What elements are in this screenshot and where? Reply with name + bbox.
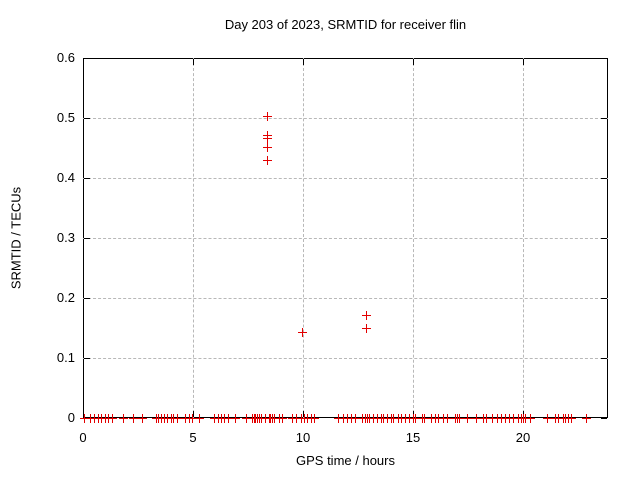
- data-point-marker: [270, 414, 279, 423]
- y-tick-mark-right: [601, 358, 607, 359]
- data-point-marker: [298, 328, 307, 337]
- x-tick-mark-top: [523, 59, 524, 65]
- data-point-marker: [463, 414, 472, 423]
- data-point-marker: [488, 414, 497, 423]
- y-tick-mark-right: [601, 298, 607, 299]
- y-tick-label: 0.5: [56, 110, 75, 125]
- data-point-marker: [389, 414, 398, 423]
- x-tick-label: 10: [295, 430, 311, 445]
- data-point-marker: [292, 414, 301, 423]
- y-gridline: [83, 238, 608, 239]
- data-point-marker: [554, 414, 563, 423]
- data-point-marker: [231, 414, 240, 423]
- data-point-marker: [582, 414, 591, 423]
- data-point-marker: [509, 414, 518, 423]
- data-point-marker: [543, 414, 552, 423]
- data-point-marker: [521, 414, 530, 423]
- x-tick-mark: [193, 411, 194, 417]
- data-point-marker: [434, 414, 443, 423]
- y-tick-label: 0.2: [56, 290, 75, 305]
- data-point-marker: [242, 414, 251, 423]
- x-axis-label: GPS time / hours: [296, 453, 395, 468]
- x-tick-mark: [303, 411, 304, 417]
- data-point-marker: [188, 414, 197, 423]
- y-gridline: [83, 118, 608, 119]
- y-tick-label: 0.1: [56, 350, 75, 365]
- y-tick-mark: [84, 238, 90, 239]
- data-point-marker: [138, 414, 147, 423]
- x-tick-mark: [83, 411, 84, 417]
- x-tick-mark-top: [303, 59, 304, 65]
- y-tick-mark: [84, 298, 90, 299]
- x-tick-mark-top: [83, 59, 84, 65]
- y-tick-label: 0.4: [56, 170, 75, 185]
- y-tick-label: 0.6: [56, 50, 75, 65]
- y-gridline: [83, 358, 608, 359]
- data-point-marker: [119, 414, 128, 423]
- data-point-marker: [80, 414, 89, 423]
- data-point-marker: [310, 414, 319, 423]
- chart-title: Day 203 of 2023, SRMTID for receiver fli…: [224, 17, 467, 32]
- data-point-marker: [195, 414, 204, 423]
- data-point-marker: [411, 414, 420, 423]
- y-tick-mark-right: [601, 418, 607, 419]
- data-point-marker: [263, 143, 272, 152]
- x-tick-mark-top: [193, 59, 194, 65]
- data-point-marker: [278, 414, 287, 423]
- x-tick-label: 5: [189, 430, 197, 445]
- y-tick-mark-right: [601, 58, 607, 59]
- plot-area: [80, 58, 608, 423]
- data-point-marker: [482, 414, 491, 423]
- data-point-marker: [263, 156, 272, 165]
- data-point-marker: [351, 414, 360, 423]
- y-tick-mark-right: [601, 238, 607, 239]
- y-tick-mark: [84, 178, 90, 179]
- x-tick-mark-top: [413, 59, 414, 65]
- x-tick-label: 20: [515, 430, 531, 445]
- y-tick-mark: [84, 118, 90, 119]
- y-tick-mark: [84, 58, 90, 59]
- data-point-marker: [334, 414, 343, 423]
- data-point-marker: [108, 414, 117, 423]
- data-point-marker: [526, 414, 535, 423]
- data-point-marker: [362, 324, 371, 333]
- data-point-marker: [362, 311, 371, 320]
- data-point-marker: [472, 414, 481, 423]
- x-tick-label: 15: [405, 430, 421, 445]
- data-point-marker: [129, 414, 138, 423]
- y-gridline: [83, 298, 608, 299]
- y-tick-mark: [84, 358, 90, 359]
- data-point-marker: [455, 414, 464, 423]
- x-tick-label: 0: [79, 430, 87, 445]
- data-point-marker: [173, 414, 182, 423]
- y-gridline: [83, 178, 608, 179]
- data-point-marker: [224, 414, 233, 423]
- data-point-marker: [263, 134, 272, 143]
- data-point-marker: [443, 414, 452, 423]
- y-tick-label: 0: [67, 410, 75, 425]
- y-tick-mark-right: [601, 118, 607, 119]
- data-point-marker: [567, 414, 576, 423]
- y-tick-label: 0.3: [56, 230, 75, 245]
- data-point-marker: [420, 414, 429, 423]
- y-tick-mark-right: [601, 178, 607, 179]
- data-point-marker: [263, 112, 272, 121]
